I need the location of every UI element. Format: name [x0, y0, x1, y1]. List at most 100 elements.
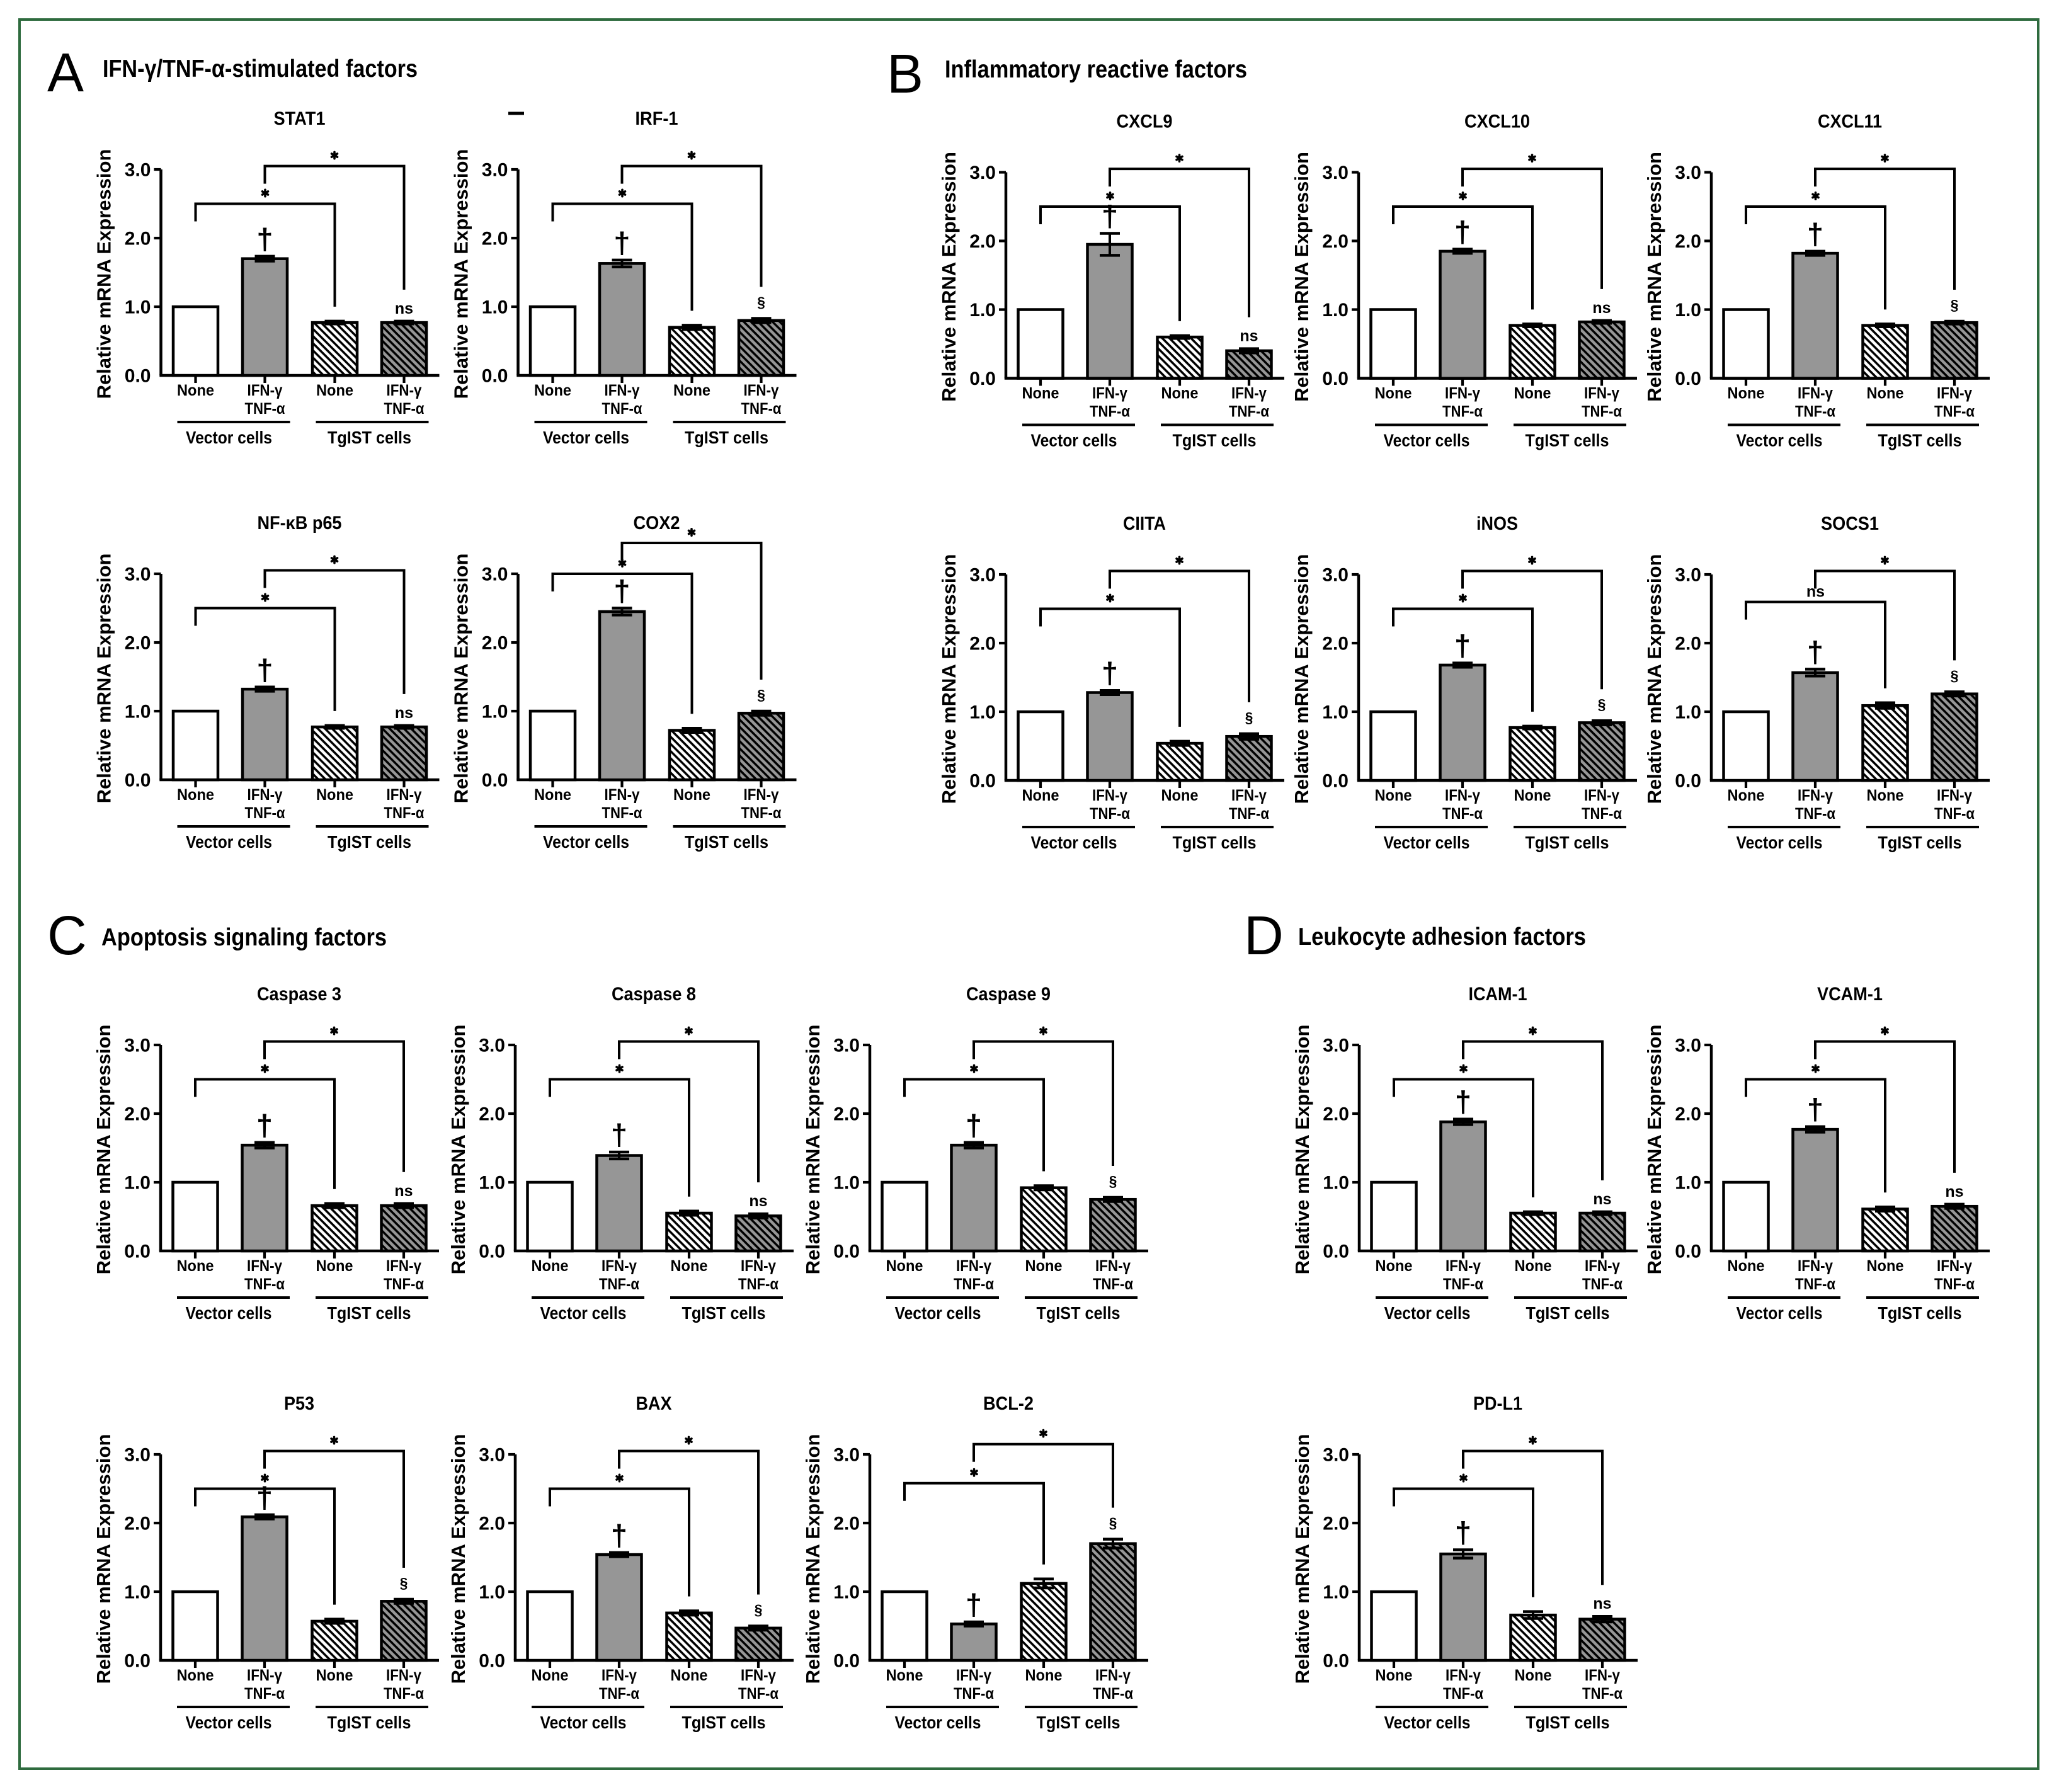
svg-text:IFN-γ: IFN-γ — [605, 382, 640, 399]
svg-text:IFN-γ: IFN-γ — [1937, 787, 1972, 804]
svg-text:0.0: 0.0 — [124, 1241, 151, 1262]
svg-text:TNF-α: TNF-α — [741, 400, 782, 418]
svg-text:IFN-γ: IFN-γ — [247, 1667, 282, 1684]
svg-text:None: None — [532, 1667, 569, 1684]
svg-text:3.0: 3.0 — [969, 565, 996, 586]
svg-text:TgIST cells: TgIST cells — [1526, 833, 1609, 852]
svg-text:TNF-α: TNF-α — [738, 1685, 779, 1703]
svg-text:TgIST cells: TgIST cells — [1037, 1713, 1121, 1732]
svg-text:†: † — [256, 222, 273, 256]
svg-text:†: † — [256, 1109, 273, 1142]
svg-text:TNF-α: TNF-α — [1093, 1276, 1134, 1293]
svg-text:TNF-α: TNF-α — [1442, 403, 1483, 421]
svg-text:ns: ns — [1593, 1595, 1611, 1612]
svg-text:§: § — [757, 687, 765, 703]
svg-text:TNF-α: TNF-α — [1442, 805, 1483, 823]
svg-text:TNF-α: TNF-α — [599, 1685, 640, 1703]
svg-text:TNF-α: TNF-α — [954, 1276, 995, 1293]
svg-text:2.0: 2.0 — [969, 634, 996, 654]
svg-text:IFN-γ: IFN-γ — [1937, 1257, 1972, 1275]
svg-text:1.0: 1.0 — [1675, 1173, 1701, 1194]
svg-text:0.0: 0.0 — [125, 366, 151, 387]
svg-text:TNF-α: TNF-α — [1582, 805, 1623, 823]
svg-text:ns: ns — [1592, 299, 1611, 317]
svg-text:Relative mRNA Expression: Relative mRNA Expression — [93, 554, 115, 804]
svg-text:None: None — [1376, 1667, 1413, 1684]
svg-text:IFN-γ: IFN-γ — [1092, 787, 1127, 804]
svg-text:TNF-α: TNF-α — [245, 804, 286, 822]
svg-text:Vector cells: Vector cells — [186, 1713, 272, 1732]
svg-text:Relative mRNA Expression: Relative mRNA Expression — [802, 1434, 824, 1684]
svg-text:None: None — [1728, 787, 1765, 804]
svg-text:TNF-α: TNF-α — [1093, 1685, 1134, 1703]
svg-text:§: § — [1598, 696, 1606, 712]
svg-text:0.0: 0.0 — [969, 771, 996, 792]
svg-text:Vector cells: Vector cells — [1737, 833, 1823, 852]
svg-text:TNF-α: TNF-α — [384, 804, 425, 822]
svg-text:None: None — [316, 1667, 353, 1684]
svg-text:†: † — [966, 1109, 982, 1142]
svg-text:None: None — [316, 786, 353, 804]
svg-text:iNOS: iNOS — [1476, 513, 1518, 534]
svg-text:§: § — [1109, 1515, 1117, 1531]
svg-text:Caspase 3: Caspase 3 — [257, 984, 341, 1005]
svg-text:Relative mRNA Expression: Relative mRNA Expression — [1291, 1434, 1313, 1684]
svg-text:BCL-2: BCL-2 — [983, 1393, 1034, 1414]
svg-text:IFN-γ: IFN-γ — [1092, 385, 1127, 402]
svg-text:IFN-γ: IFN-γ — [1445, 385, 1480, 402]
svg-text:3.0: 3.0 — [833, 1445, 860, 1466]
svg-text:None: None — [886, 1667, 923, 1684]
svg-text:TNF-α: TNF-α — [244, 1276, 285, 1293]
svg-text:None: None — [886, 1257, 923, 1275]
svg-text:3.0: 3.0 — [124, 1445, 151, 1466]
svg-text:TNF-α: TNF-α — [1934, 805, 1975, 823]
svg-text:Caspase 8: Caspase 8 — [612, 984, 696, 1005]
svg-text:None: None — [177, 1257, 214, 1275]
svg-text:Relative mRNA Expression: Relative mRNA Expression — [1643, 554, 1665, 804]
svg-text:3.0: 3.0 — [124, 1036, 151, 1056]
svg-text:Caspase 9: Caspase 9 — [966, 984, 1051, 1005]
svg-text:TNF-α: TNF-α — [384, 400, 425, 418]
svg-text:0.0: 0.0 — [482, 770, 508, 791]
svg-text:2.0: 2.0 — [1675, 231, 1701, 252]
svg-text:None: None — [1514, 385, 1551, 402]
svg-text:0.0: 0.0 — [1323, 1241, 1349, 1262]
svg-text:IFN-γ: IFN-γ — [1446, 1667, 1481, 1684]
svg-text:TNF-α: TNF-α — [954, 1685, 995, 1703]
svg-text:ns: ns — [1806, 583, 1825, 601]
svg-text:1.0: 1.0 — [833, 1582, 860, 1603]
svg-text:SOCS1: SOCS1 — [1821, 513, 1879, 534]
svg-text:TNF-α: TNF-α — [1229, 805, 1270, 823]
svg-text:†: † — [611, 1118, 627, 1151]
svg-text:TgIST cells: TgIST cells — [1173, 431, 1257, 450]
svg-text:3.0: 3.0 — [482, 564, 508, 585]
svg-text:§: § — [1951, 297, 1959, 313]
svg-text:IFN-γ: IFN-γ — [248, 382, 283, 399]
svg-text:TNF-α: TNF-α — [602, 400, 643, 418]
svg-text:TNF-α: TNF-α — [1795, 805, 1836, 823]
svg-text:None: None — [1375, 787, 1412, 804]
svg-text:†: † — [1455, 1516, 1471, 1549]
svg-text:3.0: 3.0 — [969, 163, 996, 183]
svg-text:STAT1: STAT1 — [274, 108, 326, 129]
svg-text:†: † — [1455, 1085, 1471, 1119]
svg-text:Vector cells: Vector cells — [540, 1713, 627, 1732]
svg-text:TgIST cells: TgIST cells — [328, 1303, 411, 1323]
svg-text:Relative mRNA Expression: Relative mRNA Expression — [93, 1434, 115, 1684]
svg-text:TNF-α: TNF-α — [1229, 403, 1270, 421]
svg-text:†: † — [1454, 215, 1471, 249]
svg-text:1.0: 1.0 — [833, 1173, 860, 1194]
svg-text:Vector cells: Vector cells — [186, 428, 272, 447]
svg-text:†: † — [611, 1519, 627, 1552]
svg-text:CIITA: CIITA — [1123, 513, 1166, 534]
svg-text:None: None — [1514, 787, 1551, 804]
svg-text:1.0: 1.0 — [1675, 702, 1701, 723]
svg-text:None: None — [177, 382, 214, 399]
svg-text:2.0: 2.0 — [1323, 1104, 1349, 1125]
svg-text:†: † — [613, 574, 630, 608]
svg-text:Vector cells: Vector cells — [1031, 833, 1117, 852]
svg-text:NF-κB p65: NF-κB p65 — [258, 513, 342, 534]
svg-text:IFN-γ: IFN-γ — [1095, 1257, 1131, 1275]
svg-text:1.0: 1.0 — [482, 297, 508, 318]
svg-text:Relative mRNA Expression: Relative mRNA Expression — [938, 152, 960, 402]
